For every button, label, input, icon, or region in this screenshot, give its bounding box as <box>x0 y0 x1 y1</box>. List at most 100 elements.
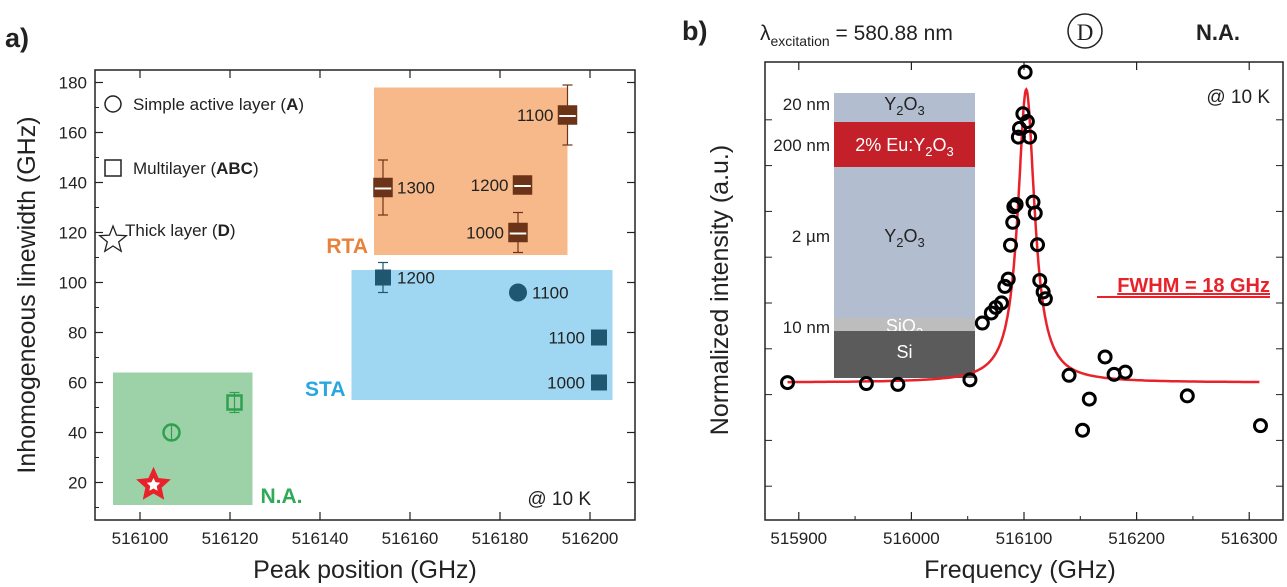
lorentzian-fit-curve <box>787 87 1260 384</box>
legend-square-icon <box>104 159 122 177</box>
y-tick-label: 60 <box>68 374 87 393</box>
x-tick-label: 516000 <box>883 529 940 548</box>
data-point <box>1030 237 1046 253</box>
b-x-axis-title: Frequency (GHz) <box>924 556 1116 584</box>
x-tick-label: 516120 <box>202 529 259 548</box>
point-label: 1200 <box>471 176 509 195</box>
point-label: 1000 <box>547 374 585 393</box>
data-point <box>1179 388 1195 404</box>
b-excitation-label: λexcitation = 580.88 nm <box>760 22 953 49</box>
region-label: STA <box>305 378 345 401</box>
x-tick-label: 516100 <box>996 529 1053 548</box>
inset-thickness: 20 nm <box>783 95 830 114</box>
legend-label: Multilayer (ABC) <box>133 159 259 178</box>
region-sta <box>351 270 613 400</box>
data-point-sta: 1100 <box>548 329 607 348</box>
y-tick-label: 20 <box>68 474 87 493</box>
marker-half <box>558 117 577 124</box>
data-point <box>1035 284 1051 300</box>
data-point <box>1252 418 1268 434</box>
data-point <box>1005 214 1021 230</box>
data-point <box>1117 364 1133 380</box>
point-label: 1100 <box>517 106 554 125</box>
marker-half <box>509 234 527 242</box>
data-point <box>1097 349 1113 365</box>
marker-half <box>374 178 392 188</box>
data-point <box>962 372 978 388</box>
data-point-sta: 1200 <box>375 261 435 294</box>
b-fwhm-label: FWHM = 18 GHz <box>1117 275 1270 297</box>
region-rta <box>374 87 568 255</box>
inset-layer-material: Si <box>896 342 912 362</box>
marker-square <box>591 374 607 391</box>
data-point <box>1019 114 1035 130</box>
data-point <box>780 375 796 391</box>
inset-layer <box>834 318 975 331</box>
marker-square <box>591 329 607 346</box>
a-ticks: 516100 516120 516140 516160 516180 516200 20 40… <box>59 70 635 548</box>
a-x-axis-title: Peak position (GHz) <box>253 556 477 584</box>
inset-thickness: 200 nm <box>773 136 830 155</box>
inset-layer <box>834 93 975 122</box>
marker-half <box>509 223 527 233</box>
marker-half <box>374 189 392 197</box>
inset-thickness: 2 µm <box>792 227 830 246</box>
b-sample-circle <box>1067 13 1103 49</box>
marker-circle <box>162 423 181 442</box>
b-points <box>780 64 1268 438</box>
x-tick-label: 516200 <box>562 529 619 548</box>
inset-layer-material: Y2O3 <box>884 94 925 118</box>
inset-layer <box>834 122 975 167</box>
data-point-rta: 1100 <box>517 84 578 146</box>
data-point-na <box>136 466 171 500</box>
b-y-axis-title: Normalized intensity (a.u.) <box>706 145 734 435</box>
b-annotation: @ 10 K <box>1206 87 1270 108</box>
panel-b: b) λexcitation = 580.88 nm D N.A. Y2O3 20… <box>682 13 1284 584</box>
data-point <box>1017 64 1033 80</box>
marker-half <box>558 106 577 115</box>
a-plot-frame <box>94 69 636 521</box>
point-label: 1100 <box>532 284 569 303</box>
data-point <box>1002 237 1018 253</box>
data-point <box>997 278 1013 294</box>
data-point-rta: 1200 <box>471 175 533 195</box>
marker-half <box>513 187 532 194</box>
marker-circle <box>509 283 527 302</box>
data-point <box>1081 391 1097 407</box>
x-tick-label: 516140 <box>292 529 349 548</box>
x-tick-label: 516160 <box>382 529 439 548</box>
legend-star-icon <box>98 224 128 253</box>
inset-layer-material: 2% Eu:Y2O3 <box>855 135 954 159</box>
data-point <box>1022 129 1038 145</box>
y-tick-label: 40 <box>68 424 87 443</box>
legend-item: Simple active layer (A) <box>104 95 304 114</box>
x-tick-label: 515900 <box>770 529 827 548</box>
data-point-sta: 1000 <box>547 374 607 393</box>
inset-thickness: 10 nm <box>783 318 830 337</box>
y-tick-label: 160 <box>59 124 87 143</box>
data-point <box>1061 367 1077 383</box>
b-ticks: 515900 516000 516100 516200 516300 <box>765 62 1283 548</box>
marker-half <box>513 176 532 185</box>
data-point <box>1027 205 1043 221</box>
panel-a-label: a) <box>5 23 29 53</box>
inset-layer-material: Y2O3 <box>884 226 925 250</box>
x-tick-label: 516300 <box>1221 529 1278 548</box>
b-condition: N.A. <box>1196 20 1240 45</box>
b-sample-letter: D <box>1077 20 1094 45</box>
marker-square <box>375 269 391 286</box>
inset-layer <box>834 331 975 378</box>
data-point-rta: 1300 <box>373 159 435 216</box>
data-point <box>1000 271 1016 287</box>
legend-label: Thick layer (D) <box>125 221 236 240</box>
marker-star-core <box>146 478 161 491</box>
inset-layer <box>834 167 975 318</box>
y-tick-label: 120 <box>59 224 87 243</box>
data-point-rta: 1000 <box>466 211 528 254</box>
legend-circle-icon <box>104 95 122 113</box>
x-tick-label: 516200 <box>1108 529 1165 548</box>
point-label: 1300 <box>397 179 435 198</box>
data-point <box>1008 196 1024 212</box>
